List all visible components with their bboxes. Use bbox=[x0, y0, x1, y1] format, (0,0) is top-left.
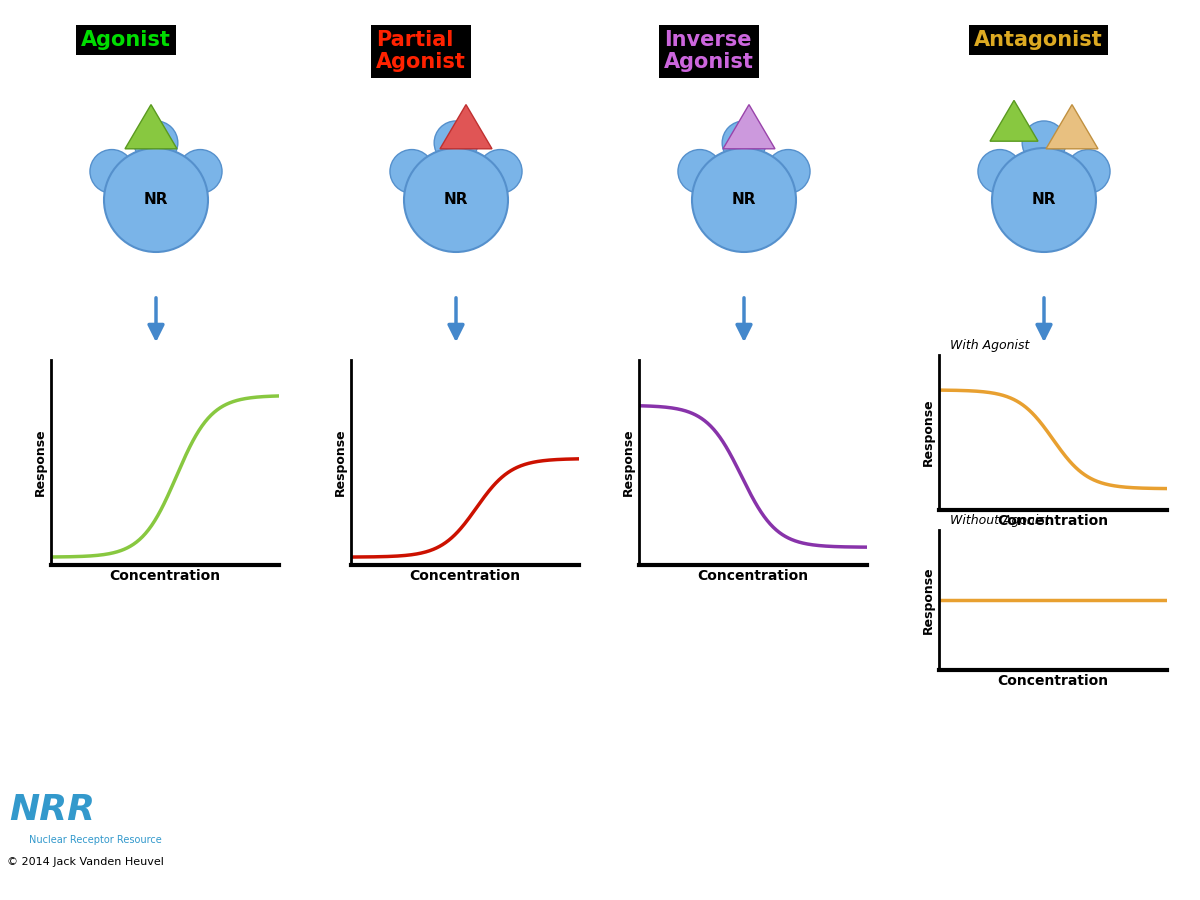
Ellipse shape bbox=[479, 149, 522, 194]
Ellipse shape bbox=[692, 148, 796, 252]
Ellipse shape bbox=[678, 149, 721, 194]
Text: NR: NR bbox=[444, 193, 468, 208]
X-axis label: Concentration: Concentration bbox=[697, 569, 809, 583]
Ellipse shape bbox=[134, 121, 178, 165]
Ellipse shape bbox=[104, 148, 208, 252]
Text: With Agonist: With Agonist bbox=[950, 339, 1030, 353]
Polygon shape bbox=[125, 104, 178, 148]
Ellipse shape bbox=[992, 148, 1096, 252]
Text: NR: NR bbox=[1032, 193, 1056, 208]
Text: Inverse
Agonist: Inverse Agonist bbox=[664, 30, 754, 72]
Text: NRR: NRR bbox=[10, 793, 95, 827]
Y-axis label: Response: Response bbox=[922, 399, 935, 466]
Text: Partial
Agonist: Partial Agonist bbox=[376, 30, 466, 72]
Polygon shape bbox=[990, 101, 1038, 141]
Ellipse shape bbox=[722, 121, 766, 165]
Y-axis label: Response: Response bbox=[334, 428, 347, 496]
Y-axis label: Response: Response bbox=[922, 566, 935, 634]
Ellipse shape bbox=[390, 149, 433, 194]
X-axis label: Concentration: Concentration bbox=[409, 569, 521, 583]
Text: NR: NR bbox=[144, 193, 168, 208]
Text: Antagonist: Antagonist bbox=[974, 30, 1103, 50]
Text: NR: NR bbox=[732, 193, 756, 208]
Ellipse shape bbox=[978, 149, 1021, 194]
X-axis label: Concentration: Concentration bbox=[997, 514, 1109, 528]
Ellipse shape bbox=[1067, 149, 1110, 194]
Text: Nuclear Receptor Resource: Nuclear Receptor Resource bbox=[29, 835, 161, 845]
Ellipse shape bbox=[434, 121, 478, 165]
Text: © 2014 Jack Vanden Heuvel: © 2014 Jack Vanden Heuvel bbox=[6, 857, 163, 867]
Y-axis label: Response: Response bbox=[34, 428, 47, 496]
Ellipse shape bbox=[179, 149, 222, 194]
Text: Agonist: Agonist bbox=[82, 30, 170, 50]
Ellipse shape bbox=[90, 149, 133, 194]
Ellipse shape bbox=[404, 148, 508, 252]
X-axis label: Concentration: Concentration bbox=[109, 569, 221, 583]
X-axis label: Concentration: Concentration bbox=[997, 674, 1109, 688]
Text: Without Agonist: Without Agonist bbox=[950, 515, 1050, 527]
Ellipse shape bbox=[767, 149, 810, 194]
Polygon shape bbox=[440, 104, 492, 148]
Polygon shape bbox=[1046, 104, 1098, 148]
Polygon shape bbox=[722, 104, 775, 148]
Ellipse shape bbox=[1022, 121, 1066, 165]
Y-axis label: Response: Response bbox=[622, 428, 635, 496]
